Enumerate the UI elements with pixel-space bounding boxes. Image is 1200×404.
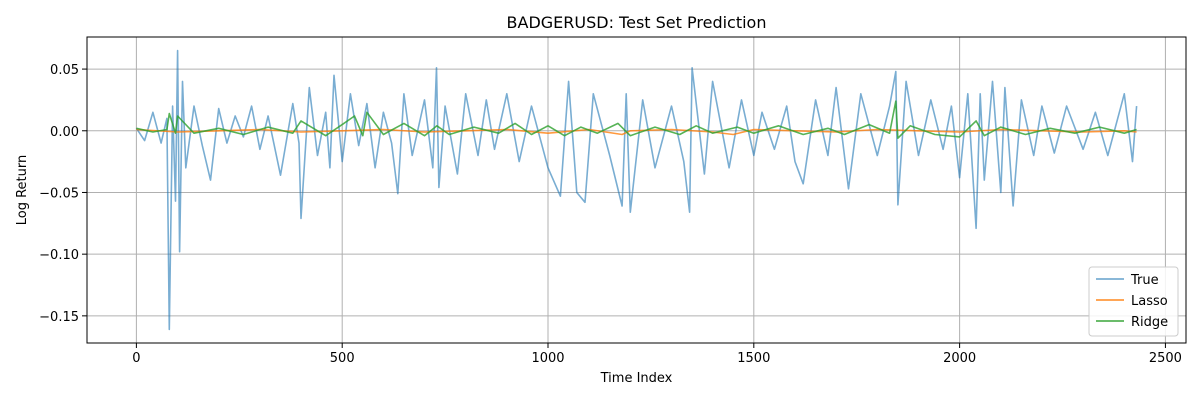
legend-label-lasso: Lasso xyxy=(1131,294,1168,309)
series-line-true xyxy=(135,49,1138,331)
legend-box xyxy=(1088,266,1179,337)
x-tick-label: 0 xyxy=(132,351,140,366)
y-tick-label: 0.00 xyxy=(50,125,79,140)
y-tick-label: −0.15 xyxy=(39,310,79,325)
y-tick-label: −0.05 xyxy=(39,186,79,201)
y-tick-label: 0.05 xyxy=(50,63,79,78)
plot-series xyxy=(135,49,1138,331)
series-line-ridge xyxy=(136,100,1137,139)
x-axis-label: Time Index xyxy=(600,371,673,386)
y-axis-label: Log Return xyxy=(15,155,30,226)
x-tick-label: 2500 xyxy=(1149,351,1182,366)
x-tick-label: 1500 xyxy=(737,351,770,366)
legend-label-ridge: Ridge xyxy=(1131,315,1168,330)
legend-label-true: True xyxy=(1130,273,1159,288)
plot-frame xyxy=(86,36,1187,344)
grid xyxy=(87,37,1186,343)
y-tick-label: −0.10 xyxy=(39,248,79,263)
x-tick-label: 1000 xyxy=(531,351,564,366)
chart-title: BADGERUSD: Test Set Prediction xyxy=(507,13,767,32)
x-tick-label: 500 xyxy=(330,351,355,366)
axis-ticks: 0 500 1000 1500 2000 2500 −0.15 −0.10 −0.05 0.00 0… xyxy=(39,63,1182,366)
x-tick-label: 2000 xyxy=(943,351,976,366)
series-line-lasso xyxy=(136,128,1137,136)
legend: True Lasso Ridge xyxy=(1088,266,1179,337)
